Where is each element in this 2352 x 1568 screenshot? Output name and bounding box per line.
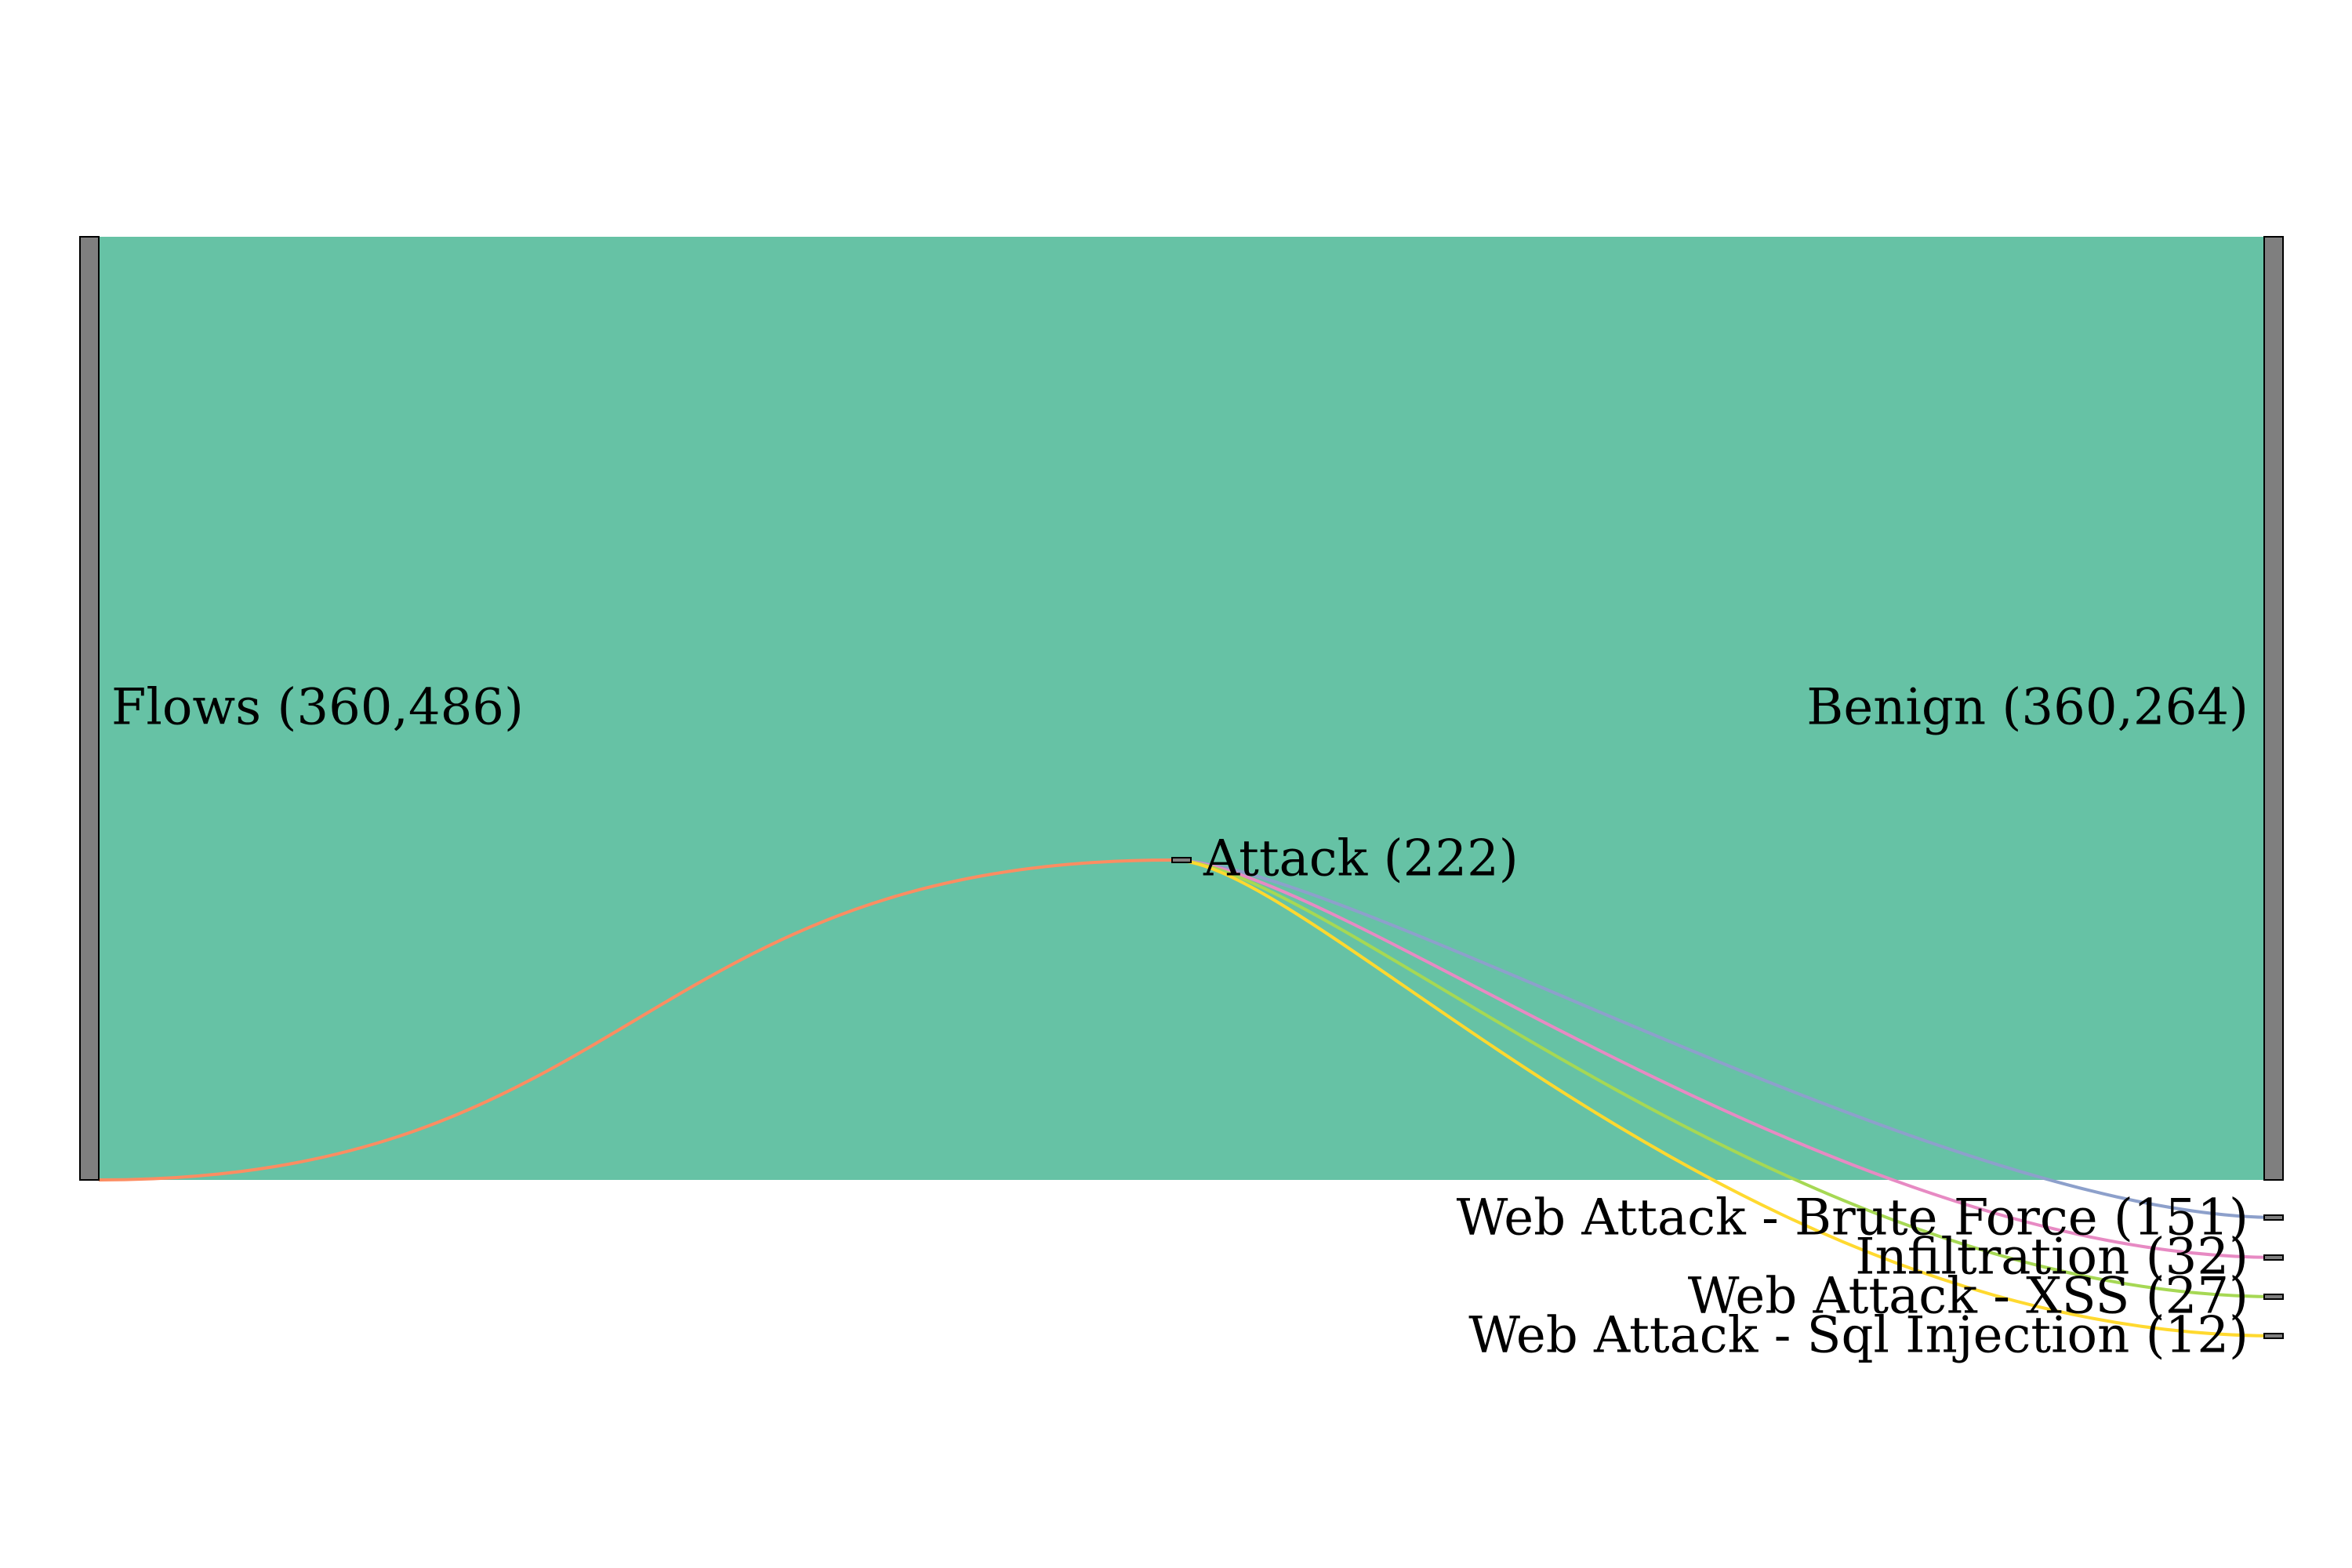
labels-layer: Flows (360,486) Benign (360,264) Attack (2… [111, 679, 2249, 1365]
node-label-benign: Benign (360,264) [1806, 679, 2249, 737]
node-xss [2263, 1294, 2284, 1300]
node-benign [2263, 236, 2284, 1181]
link-attack-xss [1171, 858, 2279, 1298]
node-label-xss: Web Attack - XSS (27) [1688, 1268, 2249, 1326]
link-attack-brute [1171, 858, 2279, 1219]
links-layer [98, 237, 2279, 1338]
link-attack-infil [1171, 858, 2279, 1259]
link-flows-attack [98, 858, 1173, 1181]
link-flows-benign [99, 237, 2264, 1180]
node-label-attack: Attack (222) [1203, 830, 1519, 888]
link-attack-sqli [1171, 858, 2279, 1338]
node-brute [2263, 1214, 2284, 1221]
node-attack [1171, 857, 1192, 863]
node-sqli [2263, 1333, 2284, 1339]
node-flows [79, 236, 100, 1181]
node-infil [2263, 1254, 2284, 1261]
nodes-layer [79, 236, 2284, 1339]
node-label-infil: Infiltration (32) [1855, 1229, 2249, 1287]
node-label-brute: Web Attack - Brute Force (151) [1457, 1189, 2249, 1247]
node-label-sqli: Web Attack - Sql Injection (12) [1468, 1307, 2249, 1365]
node-label-flows: Flows (360,486) [111, 679, 524, 737]
